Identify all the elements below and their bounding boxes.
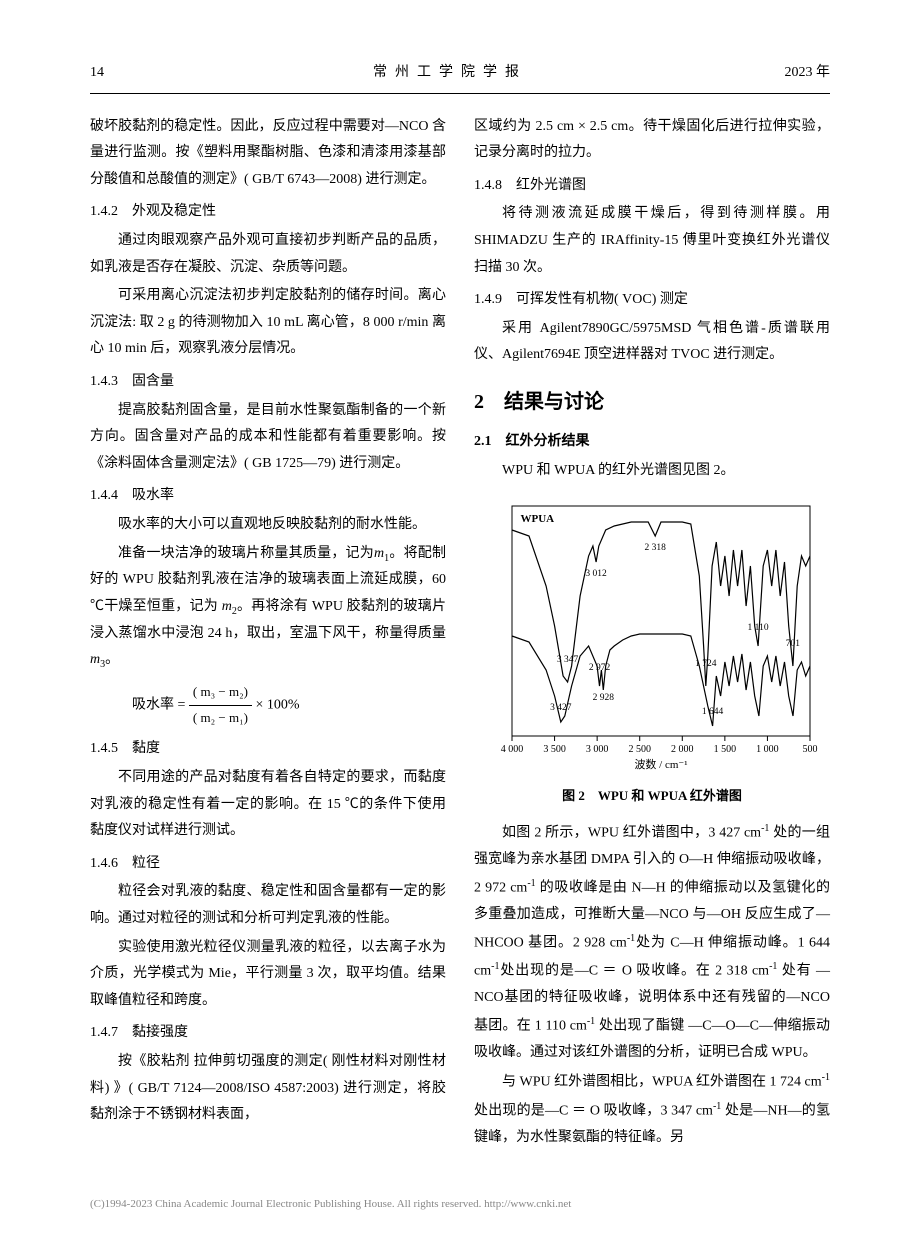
- water-absorption-formula: 吸水率 = ( m₃ − m₂) ( m₂ − m₁) × 100%: [132, 680, 446, 730]
- figure-2: 4 000 3 500 3 000 2 500 2 000 1 500 1 000 500 波数…: [474, 494, 830, 809]
- para: 如图 2 所示，WPU 红外谱图中，3 427 cm-1 处的一组强宽峰为亲水基…: [474, 819, 830, 1067]
- subheading-148: 1.4.8 红外光谱图: [474, 173, 830, 200]
- para: 将待测液流延成膜干燥后，得到待测样膜。用 SHIMADZU 生产的 IRAffi…: [474, 201, 830, 281]
- para: 不同用途的产品对黏度有着各自特定的要求，而黏度对乳液的稳定性有着一定的影响。在 …: [90, 765, 446, 845]
- svg-text:2 928: 2 928: [593, 693, 615, 703]
- svg-text:1 110: 1 110: [748, 623, 769, 633]
- para: WPU 和 WPUA 的红外光谱图见图 2。: [474, 458, 830, 485]
- subheading-145: 1.4.5 黏度: [90, 736, 446, 763]
- para: 提高胶黏剂固含量，是目前水性聚氨酯制备的一个新方向。固含量对产品的成本和性能都有…: [90, 398, 446, 478]
- ir-spectrum-chart: 4 000 3 500 3 000 2 500 2 000 1 500 1 000 500 波数…: [482, 494, 822, 774]
- year-label: 2023 年: [750, 60, 830, 87]
- formula-tail: × 100%: [255, 697, 299, 712]
- two-column-body: 破坏胶黏剂的稳定性。因此，反应过程中需要对—NCO 含量进行监测。按《塑料用聚酯…: [90, 114, 830, 1154]
- svg-text:3 000: 3 000: [586, 744, 609, 755]
- svg-text:1 000: 1 000: [756, 744, 779, 755]
- subheading-142: 1.4.2 外观及稳定性: [90, 199, 446, 226]
- formula-denominator: ( m₂ − m₁): [189, 706, 252, 731]
- svg-text:701: 701: [786, 639, 801, 649]
- svg-text:2 500: 2 500: [628, 744, 651, 755]
- formula-numerator: ( m₃ − m₂): [189, 680, 252, 706]
- para: 粒径会对乳液的黏度、稳定性和固含量都有一定的影响。通过对粒径的测试和分析可判定乳…: [90, 879, 446, 932]
- subheading-143: 1.4.3 固含量: [90, 369, 446, 396]
- svg-text:3 427: 3 427: [550, 703, 572, 713]
- para: 吸水率的大小可以直观地反映胶黏剂的耐水性能。: [90, 512, 446, 539]
- subheading-147: 1.4.7 黏接强度: [90, 1020, 446, 1047]
- section-2-heading: 2 结果与讨论: [474, 383, 830, 421]
- journal-title: 常州工学院学报: [150, 60, 750, 87]
- page-footer: (C)1994-2023 China Academic Journal Elec…: [90, 1154, 830, 1215]
- subheading-149: 1.4.9 可挥发性有机物( VOC) 测定: [474, 287, 830, 314]
- para: 实验使用激光粒径仪测量乳液的粒径，以去离子水为介质，光学模式为 Mie，平行测量…: [90, 935, 446, 1015]
- svg-text:3 347: 3 347: [557, 655, 579, 665]
- page-header: 14 常州工学院学报 2023 年: [90, 60, 830, 94]
- text: 处出现的是—C ＝ O 吸收峰。在 2 318 cm: [499, 963, 769, 978]
- page-number: 14: [90, 60, 150, 87]
- text: 如图 2 所示，WPU 红外谱图中，3 427 cm: [502, 825, 761, 840]
- figure-2-caption: 图 2 WPU 和 WPUA 红外谱图: [474, 784, 830, 809]
- para: 准备一块洁净的玻璃片称量其质量，记为m1。将配制好的 WPU 胶黏剂乳液在洁净的…: [90, 541, 446, 675]
- subheading-146: 1.4.6 粒径: [90, 851, 446, 878]
- para: 采用 Agilent7890GC/5975MSD 气相色谱-质谱联用仪、Agil…: [474, 316, 830, 369]
- svg-text:4 000: 4 000: [501, 744, 524, 755]
- svg-text:2 000: 2 000: [671, 744, 694, 755]
- svg-text:3 500: 3 500: [543, 744, 566, 755]
- section-21-heading: 2.1 红外分析结果: [474, 429, 830, 456]
- svg-text:2 972: 2 972: [589, 663, 611, 673]
- svg-text:3 012: 3 012: [585, 569, 607, 579]
- para: 按《胶粘剂 拉伸剪切强度的测定( 刚性材料对刚性材料) 》( GB/T 7124…: [90, 1049, 446, 1129]
- svg-text:500: 500: [803, 744, 818, 755]
- text: 处出现的是—C ＝ O 吸收峰，3 347 cm: [474, 1103, 713, 1118]
- formula-label: 吸水率 =: [132, 697, 189, 712]
- text: 准备一块洁净的玻璃片称量其质量，记为: [118, 546, 374, 561]
- text: 与 WPU 红外谱图相比，WPUA 红外谱图在 1 724 cm: [502, 1075, 822, 1090]
- svg-text:1 644: 1 644: [702, 707, 724, 717]
- text: 。: [105, 652, 119, 667]
- svg-text:波数 / cm⁻¹: 波数 / cm⁻¹: [634, 758, 687, 771]
- subheading-144: 1.4.4 吸水率: [90, 483, 446, 510]
- para: 可采用离心沉淀法初步判定胶黏剂的储存时间。离心沉淀法: 取 2 g 的待测物加入…: [90, 283, 446, 363]
- para: 与 WPU 红外谱图相比，WPUA 红外谱图在 1 724 cm-1 处出现的是…: [474, 1068, 830, 1151]
- para: 区域约为 2.5 cm × 2.5 cm。待干燥固化后进行拉伸实验，记录分离时的…: [474, 114, 830, 167]
- svg-text:1 500: 1 500: [714, 744, 737, 755]
- para: 通过肉眼观察产品外观可直接初步判断产品的品质，如乳液是否存在凝胶、沉淀、杂质等问…: [90, 228, 446, 281]
- svg-text:WPUA: WPUA: [521, 513, 555, 525]
- svg-text:2 318: 2 318: [645, 543, 667, 553]
- para: 破坏胶黏剂的稳定性。因此，反应过程中需要对—NCO 含量进行监测。按《塑料用聚酯…: [90, 114, 446, 194]
